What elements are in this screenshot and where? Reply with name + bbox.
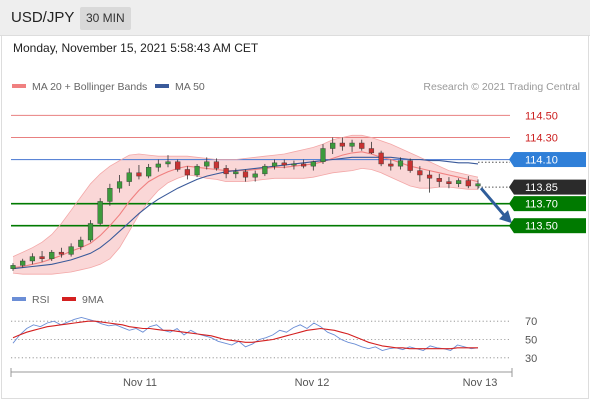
credit-label: Research © 2021 Trading Central xyxy=(423,81,580,93)
candle-body xyxy=(368,148,375,154)
candle-body xyxy=(330,142,336,149)
candle-body xyxy=(146,167,152,177)
candle-body xyxy=(49,251,55,259)
candle-body xyxy=(252,173,258,178)
price-panel: MA 20 + Bollinger Bands MA 50 Research © 2… xyxy=(10,81,586,275)
pivot-label-pointer xyxy=(509,152,514,168)
candle-body xyxy=(184,169,190,176)
forecast-arrow-shaft xyxy=(479,187,507,218)
candle-body xyxy=(271,162,278,167)
legend-swatch-1 xyxy=(155,84,169,88)
candle-body xyxy=(165,161,171,165)
bollinger-band-fill xyxy=(13,135,478,275)
pivot-label-bg xyxy=(514,152,586,168)
resistance-label-1: 114.30 xyxy=(525,132,558,144)
chart-frame xyxy=(1,36,589,399)
rsi-tick-label-1: 50 xyxy=(525,335,537,347)
candle-body xyxy=(426,174,433,179)
candle-body xyxy=(223,168,229,175)
x-axis: Nov 11 Nov 12 Nov 13 xyxy=(10,368,513,389)
last-price-label-pointer xyxy=(509,179,514,195)
legend-label-1: MA 50 xyxy=(175,81,205,93)
x-tick-label-2: Nov 13 xyxy=(463,377,498,389)
support-label-5-bg xyxy=(514,218,586,234)
candle-body xyxy=(87,223,94,241)
candle-body xyxy=(301,163,307,167)
candle-body xyxy=(281,162,287,166)
rsi-legend-label-1: 9MA xyxy=(82,294,104,306)
candle-body xyxy=(407,160,413,171)
candle-body xyxy=(359,142,365,149)
candle-body xyxy=(29,256,35,262)
candle-body xyxy=(310,161,316,167)
support-label-5: 113.50 xyxy=(525,221,558,233)
pivot-label: 114.10 xyxy=(525,155,558,167)
candle-body xyxy=(58,251,65,255)
support-label-4: 113.70 xyxy=(525,199,558,211)
candle-body xyxy=(116,181,123,189)
rsi-legend-swatch-0 xyxy=(12,297,26,301)
rsi-line xyxy=(12,317,479,351)
candle-body xyxy=(446,181,452,184)
last-price-label: 113.85 xyxy=(525,182,558,194)
candle-body xyxy=(456,180,462,184)
last-price-label-bg xyxy=(514,179,586,195)
rsi-legend-swatch-1 xyxy=(62,297,76,301)
support-label-4-bg xyxy=(514,196,586,212)
symbol-title: USD/JPY xyxy=(11,9,75,26)
support-label-5-pointer xyxy=(509,218,514,234)
candle-body xyxy=(320,148,326,162)
resistance-label-0: 114.50 xyxy=(525,110,558,122)
datetime-label: Monday, November 15, 2021 5:58:43 AM CET xyxy=(13,41,259,55)
candle-body xyxy=(68,246,74,255)
candle-body xyxy=(262,165,268,175)
candle-body xyxy=(417,170,423,176)
candle-body xyxy=(155,163,161,168)
candle-body xyxy=(242,171,249,178)
rsi-tick-label-2: 30 xyxy=(525,353,537,365)
x-tick-label-0: Nov 11 xyxy=(123,377,157,389)
candle-body xyxy=(20,260,26,266)
candle-body xyxy=(78,239,84,247)
candle-body xyxy=(126,172,132,182)
legend-label-0: MA 20 + Bollinger Bands xyxy=(32,81,147,93)
candle-body xyxy=(97,201,103,224)
candle-body xyxy=(349,142,355,147)
candle-body xyxy=(339,142,345,147)
candle-body xyxy=(194,165,200,176)
candle-body xyxy=(378,152,384,165)
timeframe-button[interactable]: 30 MIN xyxy=(80,7,131,30)
candle-body xyxy=(465,180,471,187)
candle-body xyxy=(204,161,210,167)
candle-body xyxy=(39,256,45,259)
legend-swatch-0 xyxy=(12,84,26,88)
rsi-legend-label-0: RSI xyxy=(32,294,50,306)
candle-body xyxy=(233,171,239,175)
candle-body xyxy=(136,172,142,177)
header-bar: USD/JPY 30 MIN xyxy=(0,0,590,36)
candle-body xyxy=(175,161,181,170)
rsi-tick-label-0: 70 xyxy=(525,316,537,328)
candle-body xyxy=(436,178,442,182)
candle-body xyxy=(388,163,394,167)
candle-body xyxy=(213,161,220,169)
candle-body xyxy=(10,265,16,269)
rsi-panel: RSI 9MA 70 50 30 xyxy=(11,294,537,365)
candle-body xyxy=(397,160,404,167)
candle-body xyxy=(291,163,297,166)
x-tick-label-1: Nov 12 xyxy=(295,377,330,389)
forecast-arrow-head xyxy=(499,210,512,224)
bollinger-lower-line xyxy=(12,167,478,275)
rsi-ma-line xyxy=(12,320,478,350)
support-label-4-pointer xyxy=(509,196,514,212)
bollinger-upper-line xyxy=(12,134,479,257)
candle-body xyxy=(107,188,113,202)
candle-body xyxy=(475,183,481,187)
